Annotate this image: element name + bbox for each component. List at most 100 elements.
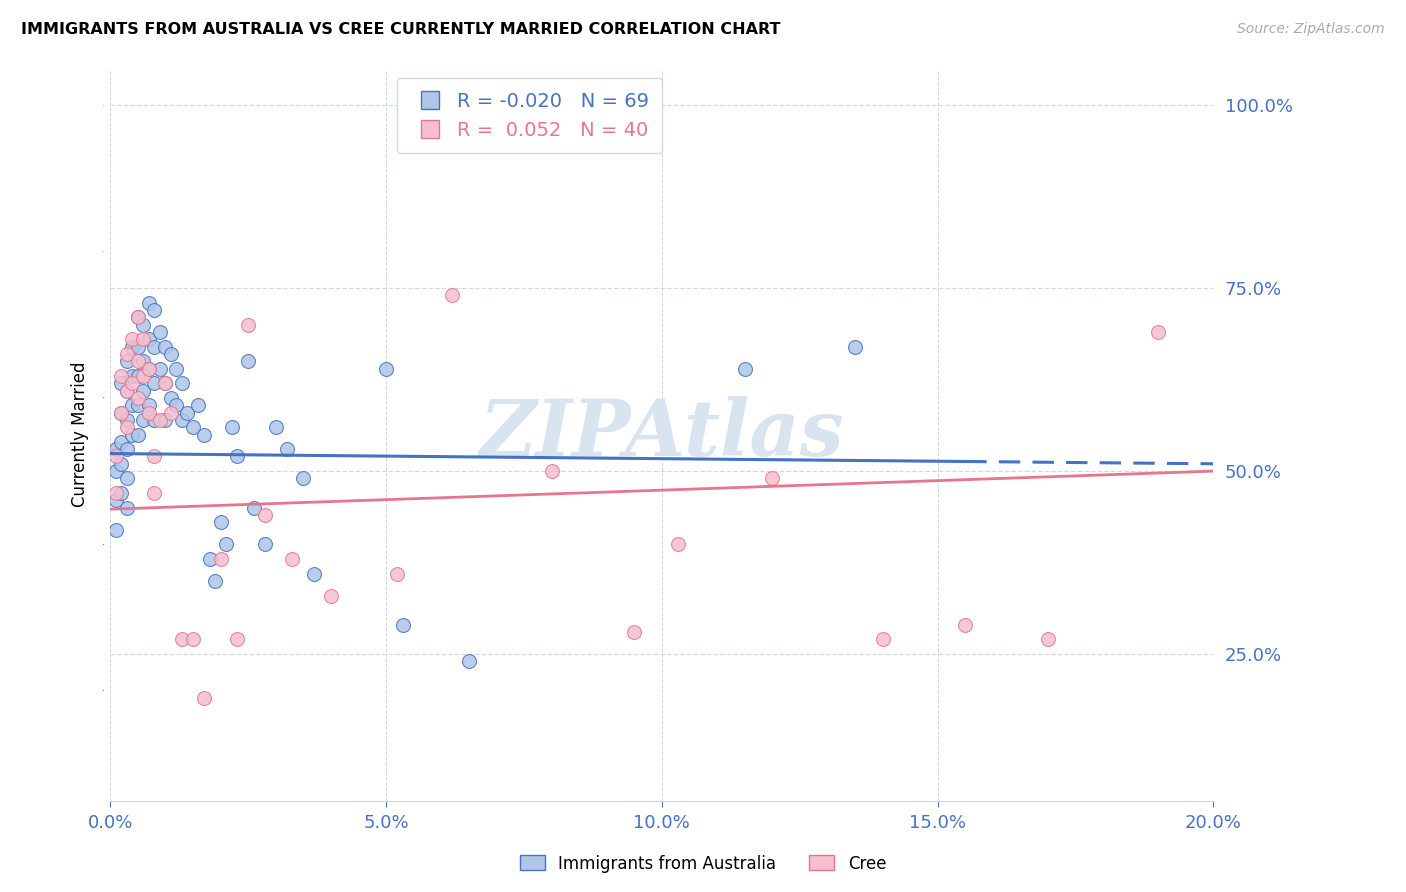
Point [292, 471, 315, 485]
Point [1036, 632, 1059, 647]
Point [127, 340, 149, 354]
Point [391, 617, 413, 632]
Point [844, 340, 866, 354]
Text: IMMIGRANTS FROM AUSTRALIA VS CREE CURRENTLY MARRIED CORRELATION CHART: IMMIGRANTS FROM AUSTRALIA VS CREE CURREN… [21, 22, 780, 37]
Point [253, 508, 276, 522]
Point [127, 398, 149, 412]
Point [209, 552, 232, 566]
Point [176, 406, 198, 420]
Point [385, 566, 408, 581]
Point [110, 368, 132, 383]
Point [115, 442, 138, 457]
Point [170, 632, 193, 647]
Point [104, 450, 127, 464]
Point [221, 420, 243, 434]
Point [121, 398, 143, 412]
Point [193, 691, 215, 706]
Point [110, 434, 132, 449]
Point [441, 288, 464, 302]
Point [187, 398, 209, 412]
Point [276, 442, 298, 457]
Point [149, 325, 172, 339]
Point [115, 420, 138, 434]
Point [734, 361, 756, 376]
Point [121, 332, 143, 346]
Point [319, 589, 342, 603]
Point [127, 427, 149, 442]
Point [198, 552, 221, 566]
Point [668, 537, 690, 551]
Point [170, 413, 193, 427]
Point [132, 413, 155, 427]
Legend: Immigrants from Australia, Cree: Immigrants from Australia, Cree [513, 848, 893, 880]
Point [181, 632, 204, 647]
Point [160, 406, 183, 420]
Point [104, 493, 127, 508]
Point [132, 332, 155, 346]
Point [149, 413, 172, 427]
Point [226, 632, 249, 647]
Point [104, 486, 127, 500]
Point [215, 537, 238, 551]
Point [121, 340, 143, 354]
Point [115, 471, 138, 485]
Point [132, 368, 155, 383]
Point [143, 303, 166, 318]
Point [872, 632, 894, 647]
Point [181, 420, 204, 434]
Point [127, 368, 149, 383]
Text: Source: ZipAtlas.com: Source: ZipAtlas.com [1237, 22, 1385, 37]
Point [375, 361, 398, 376]
Point [155, 413, 177, 427]
Point [138, 406, 160, 420]
Point [253, 537, 276, 551]
Point [1147, 325, 1170, 339]
Point [143, 376, 166, 391]
Point [121, 427, 143, 442]
Point [132, 318, 155, 332]
Point [761, 471, 783, 485]
Point [143, 340, 166, 354]
Point [138, 332, 160, 346]
Point [165, 361, 187, 376]
Point [143, 486, 166, 500]
Point [115, 500, 138, 515]
Point [127, 310, 149, 325]
Point [127, 391, 149, 405]
Point [540, 464, 562, 478]
Point [110, 376, 132, 391]
Point [242, 500, 264, 515]
Point [110, 406, 132, 420]
Text: ZIPAtlas: ZIPAtlas [479, 396, 844, 473]
Point [204, 574, 226, 588]
Point [138, 398, 160, 412]
Point [236, 318, 259, 332]
Point [115, 384, 138, 398]
Point [160, 347, 183, 361]
Point [236, 354, 259, 368]
Point [115, 347, 138, 361]
Point [121, 368, 143, 383]
Point [138, 361, 160, 376]
Point [264, 420, 287, 434]
Point [226, 450, 249, 464]
Point [138, 295, 160, 310]
Point [104, 464, 127, 478]
Point [104, 442, 127, 457]
Point [149, 361, 172, 376]
Point [955, 617, 977, 632]
Point [193, 427, 215, 442]
Point [110, 406, 132, 420]
Y-axis label: Currently Married: Currently Married [72, 362, 89, 508]
Point [121, 376, 143, 391]
Point [457, 655, 479, 669]
Point [127, 310, 149, 325]
Point [132, 354, 155, 368]
Point [160, 391, 183, 405]
Point [170, 376, 193, 391]
Point [110, 457, 132, 471]
Point [165, 398, 187, 412]
Point [143, 413, 166, 427]
Legend: R = -0.020   N = 69, R =  0.052   N = 40: R = -0.020 N = 69, R = 0.052 N = 40 [396, 78, 662, 153]
Point [115, 384, 138, 398]
